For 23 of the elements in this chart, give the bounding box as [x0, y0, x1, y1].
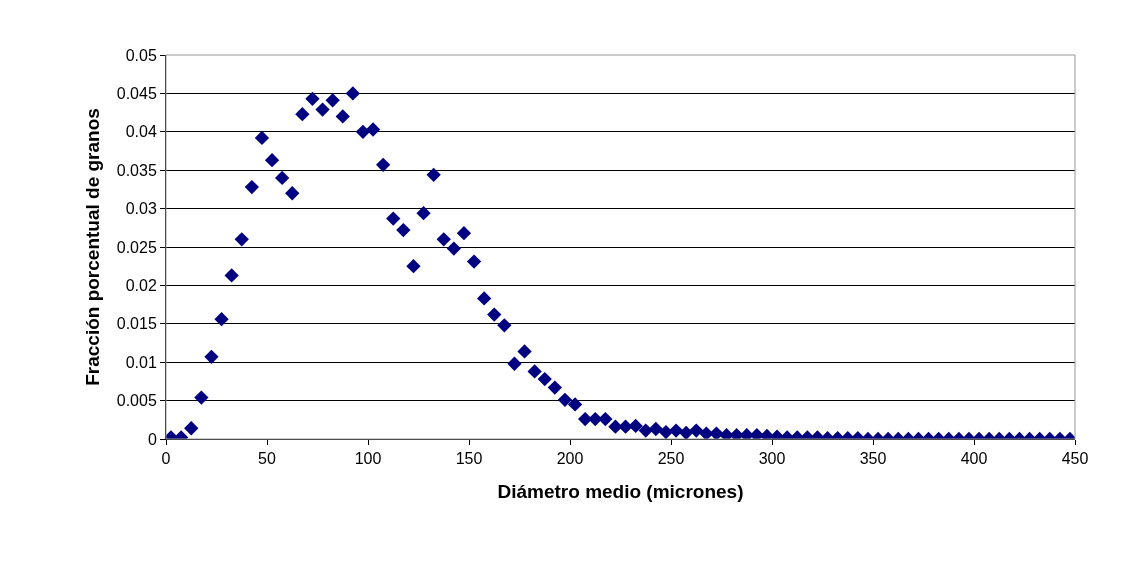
x-tick-label: 400 — [960, 450, 988, 468]
x-axis-title: Diámetro medio (micrones) — [497, 481, 744, 502]
y-tick-label: 0.025 — [116, 238, 157, 256]
y-tick-label: 0 — [147, 430, 157, 448]
x-tick-label: 100 — [354, 450, 382, 468]
y-tick-label: 0.04 — [125, 123, 157, 141]
x-tick-label: 0 — [161, 450, 171, 468]
y-tick-label: 0.01 — [125, 353, 157, 371]
x-tick-label: 50 — [258, 450, 276, 468]
y-tick-label: 0.02 — [125, 277, 157, 294]
y-tick-label: 0.035 — [116, 161, 157, 179]
y-tick-label: 0.045 — [116, 85, 157, 102]
x-tick-label: 200 — [556, 450, 584, 468]
x-tick-label: 250 — [657, 450, 685, 468]
x-tick-label: 300 — [758, 450, 786, 468]
y-tick-label: 0.05 — [125, 46, 157, 64]
y-tick-label: 0.015 — [116, 315, 157, 333]
y-tick-label: 0.005 — [116, 392, 157, 410]
x-tick-label: 350 — [859, 450, 887, 468]
x-tick-label: 150 — [455, 450, 483, 468]
y-tick-label: 0.03 — [125, 200, 157, 218]
y-axis-title: Fracción porcentual de granos — [81, 108, 103, 386]
x-tick-label: 450 — [1061, 450, 1089, 468]
